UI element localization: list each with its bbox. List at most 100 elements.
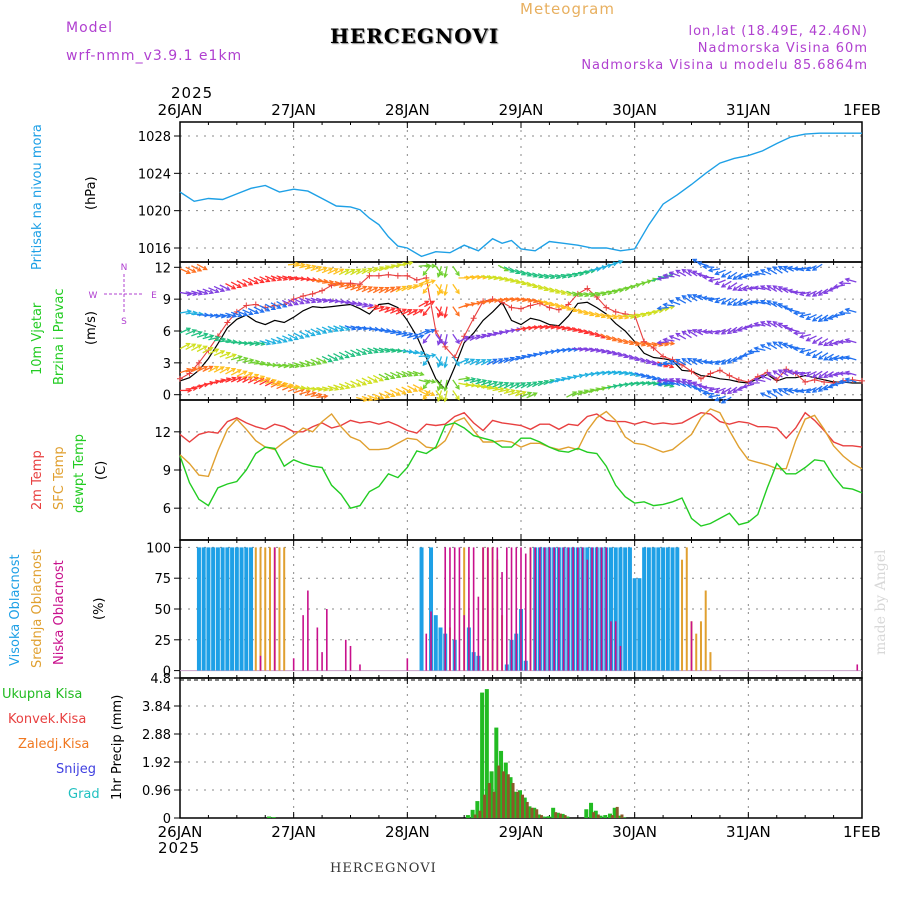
cloud-high-bar (628, 547, 632, 670)
cloud-low-bar (350, 646, 352, 671)
cloud-low-bar (478, 597, 480, 671)
precip-total-bar (546, 816, 550, 818)
wind-ytick-label: 3 (163, 357, 171, 372)
cloud-mid-bar (283, 547, 285, 670)
cloud-high-bar (666, 547, 670, 670)
cloud-high-bar (675, 547, 679, 670)
wind-gust-marker (556, 307, 562, 313)
x-tick-label-bottom: 31JAN (726, 823, 771, 841)
pressure-ytick-label: 1028 (138, 130, 171, 145)
cloud-high-bar (230, 547, 234, 670)
cloud-mid-bar (709, 652, 711, 670)
cloud-low-bar (449, 547, 451, 670)
precip-frozen-bar (597, 815, 600, 819)
legend-snow: Snijeg (56, 762, 96, 777)
model-name: wrf-nmm_v3.9.1 e1km (66, 48, 242, 64)
cloud-low-bar (307, 591, 309, 671)
year-label-bottom: 2025 (158, 839, 200, 857)
cloud-low-bar (274, 547, 276, 670)
x-tick-label-top: 30JAN (612, 101, 657, 119)
cloud-low-bar (473, 547, 475, 670)
compass-n-label: N (121, 263, 128, 273)
cloud-low-bar (511, 547, 513, 670)
page-title: HERCEGNOVI (330, 24, 499, 48)
wind-ytick-label: 9 (163, 293, 171, 308)
precip-frozen-bar (535, 809, 538, 818)
precip-ytick-label: 4.8 (150, 672, 171, 687)
precip-total-bar (272, 817, 276, 818)
cloud-low-bar (610, 621, 612, 670)
cloud-low-bar (582, 547, 584, 670)
cloud-low-bar (577, 547, 579, 670)
precip-ytick-label: 2.88 (142, 728, 171, 743)
cloud-mid-bar (255, 547, 257, 670)
cloud-mid-bar (695, 634, 697, 671)
x-tick-label-bottom: 27JAN (271, 823, 316, 841)
cloud-mid-bar (686, 547, 688, 670)
cloud-low-bar (596, 547, 598, 670)
model-elevation-label: Nadmorska Visina u modelu 85.6864m (581, 58, 868, 73)
pressure-ytick-label: 1024 (138, 167, 171, 182)
legend-total-rain: Ukupna Kisa (2, 687, 82, 702)
cloud-low-bar (321, 652, 323, 670)
cloud-low-bar (534, 547, 536, 670)
cloud-low-bar (553, 547, 555, 670)
cloud-low-bar (563, 547, 565, 670)
temp-sfc-label: SFC Temp (52, 446, 67, 510)
year-label-top: 2025 (171, 84, 213, 102)
x-tick-label-bottom: 1FEB (843, 823, 881, 841)
wind-gust-marker (707, 370, 713, 376)
watermark: made by Angel (873, 550, 889, 656)
precip-frozen-bar (507, 774, 510, 818)
temp-ytick-label: 9 (163, 464, 171, 479)
cloud-low-bar (501, 572, 503, 671)
cloud-low-bar (260, 656, 262, 671)
wind-ytick-label: 12 (154, 261, 171, 276)
footer-title: HERCEGNOVI (330, 861, 437, 876)
wind-gust-marker (414, 277, 420, 283)
cloud-mid-bar (260, 547, 262, 670)
temp-dewpt-line (180, 423, 862, 526)
cloud-low-bar (359, 664, 361, 670)
precip-ytick-label: 1.92 (142, 756, 171, 771)
precip-ytick-label: 3.84 (142, 700, 171, 715)
cloud-low-bar (454, 547, 456, 670)
x-tick-label-top: 31JAN (726, 101, 771, 119)
compass-w-label: W (89, 291, 98, 301)
cloud-low-bar (544, 547, 546, 670)
elevation-label: Nadmorska Visina 60m (698, 41, 868, 56)
wind-unit: (m/s) (84, 311, 99, 345)
wind-label-2: Brzina i Pravac (52, 288, 67, 385)
cloud-high-bar (249, 547, 253, 670)
cloud-low-bar (520, 547, 522, 670)
cloud-low-bar (549, 547, 551, 670)
precip-unit: 1hr Precip (mm) (110, 695, 125, 800)
cloud-low-bar (515, 547, 517, 670)
temp-dewpt-label: dewpt Temp (72, 434, 87, 513)
pressure-ytick-label: 1016 (138, 242, 171, 257)
wind-arrow-field (180, 259, 856, 403)
precip-frozen-bar (502, 771, 505, 818)
precip-frozen-bar (483, 795, 486, 818)
cloud-low-bar (591, 547, 593, 670)
cloud-high-bar (211, 547, 215, 670)
precip-frozen-bar (554, 812, 557, 818)
cloud-mid-bar (705, 591, 707, 671)
wind-gust-marker (509, 305, 515, 311)
legend-hail: Grad (68, 787, 100, 802)
cloud-high-bar (623, 547, 627, 670)
cloud-mid-bar (700, 621, 702, 670)
cloud-low-bar (468, 547, 470, 670)
wind-gust-marker (726, 373, 732, 379)
cloud-high-label: Visoka Oblacnost (8, 554, 23, 666)
wind-gust-marker (177, 376, 183, 382)
cloud-low-bar (430, 611, 432, 670)
cloud-high-bar (434, 615, 438, 670)
cloud-ytick-label: 25 (154, 634, 171, 649)
wind-ytick-label: 0 (163, 389, 171, 404)
cloud-low-bar (525, 554, 527, 671)
cloud-low-bar (572, 547, 574, 670)
model-label: Model (66, 20, 113, 36)
